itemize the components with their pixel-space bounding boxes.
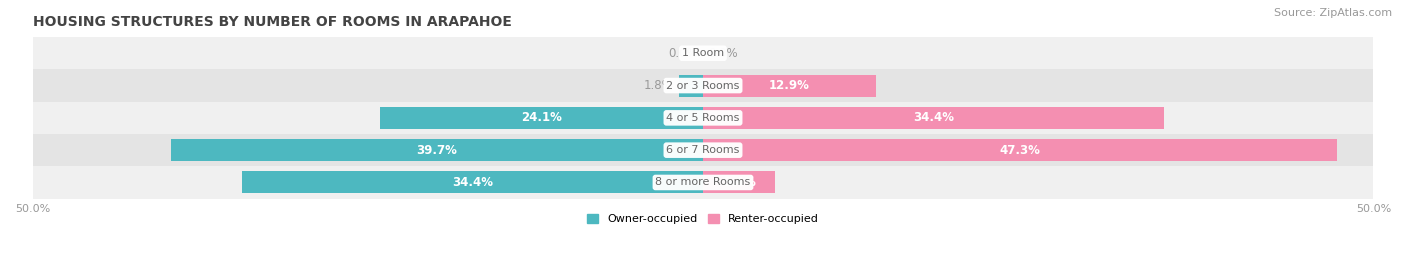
Text: Source: ZipAtlas.com: Source: ZipAtlas.com [1274, 8, 1392, 18]
Text: 12.9%: 12.9% [769, 79, 810, 92]
Bar [170, 139, 703, 161]
Text: 0.0%: 0.0% [709, 47, 738, 60]
Text: 34.4%: 34.4% [451, 176, 494, 189]
Bar [32, 166, 1374, 199]
Legend: Owner-occupied, Renter-occupied: Owner-occupied, Renter-occupied [582, 210, 824, 229]
Text: 5.4%: 5.4% [723, 176, 755, 189]
Text: 4 or 5 Rooms: 4 or 5 Rooms [666, 113, 740, 123]
Bar [242, 171, 703, 193]
Bar [32, 134, 1374, 166]
Text: 8 or more Rooms: 8 or more Rooms [655, 177, 751, 187]
Text: HOUSING STRUCTURES BY NUMBER OF ROOMS IN ARAPAHOE: HOUSING STRUCTURES BY NUMBER OF ROOMS IN… [32, 15, 512, 29]
Text: 39.7%: 39.7% [416, 144, 457, 157]
Text: 0.0%: 0.0% [668, 47, 697, 60]
Bar [703, 75, 876, 97]
Text: 1.8%: 1.8% [644, 79, 673, 92]
Bar [703, 171, 775, 193]
Bar [380, 107, 703, 129]
Bar [32, 37, 1374, 69]
Bar [703, 139, 1337, 161]
Text: 24.1%: 24.1% [522, 111, 562, 124]
Text: 47.3%: 47.3% [1000, 144, 1040, 157]
Text: 6 or 7 Rooms: 6 or 7 Rooms [666, 145, 740, 155]
Text: 34.4%: 34.4% [912, 111, 955, 124]
Bar [703, 107, 1164, 129]
Text: 1 Room: 1 Room [682, 48, 724, 58]
Bar [32, 102, 1374, 134]
Bar [679, 75, 703, 97]
Bar [32, 69, 1374, 102]
Text: 2 or 3 Rooms: 2 or 3 Rooms [666, 80, 740, 90]
